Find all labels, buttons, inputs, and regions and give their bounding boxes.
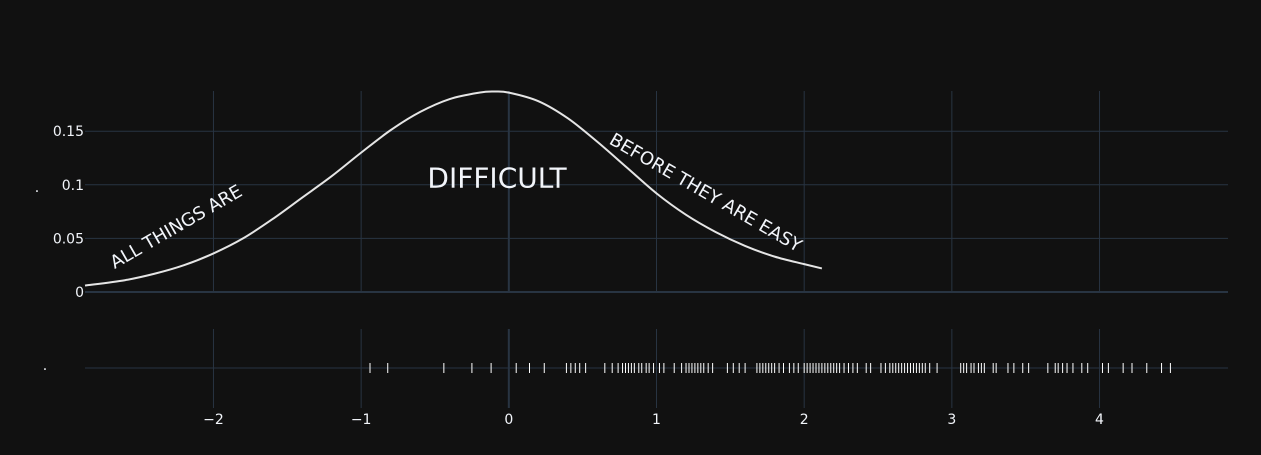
x-tick-label: 0	[504, 412, 513, 428]
x-tick-label: 4	[1095, 412, 1104, 428]
y-tick-label: 0.1	[62, 178, 84, 194]
y-tick-label: 0.15	[53, 124, 84, 140]
annotation-text: DIFFICULT	[427, 161, 567, 194]
rug-axis-label: .	[43, 358, 47, 374]
x-axis-ticks: −2 −1 0 1 2 3 4	[203, 412, 1104, 428]
zero-lines	[85, 91, 1228, 408]
y-axis-ticks: 0 0.05 0.1 0.15	[53, 124, 84, 301]
x-tick-label: −1	[351, 412, 372, 428]
density-curve	[84, 90, 823, 287]
y-axis-label: .	[35, 180, 39, 196]
rug-plot	[369, 363, 1171, 373]
x-tick-label: −2	[203, 412, 224, 428]
x-tick-label: 1	[652, 412, 661, 428]
density-curve-group	[84, 90, 823, 287]
y-tick-label: 0.05	[53, 231, 84, 247]
y-tick-label: 0	[75, 285, 84, 301]
x-tick-label: 2	[800, 412, 809, 428]
x-tick-label: 3	[947, 412, 956, 428]
